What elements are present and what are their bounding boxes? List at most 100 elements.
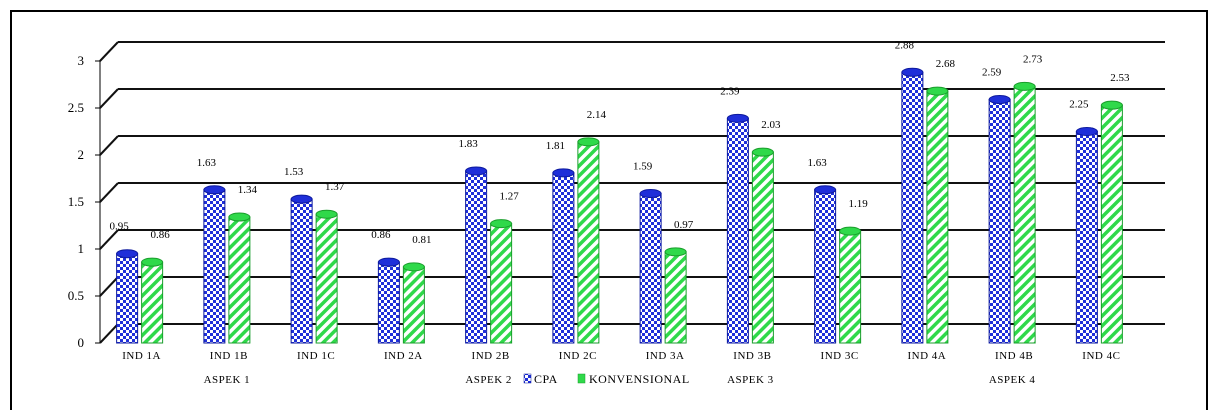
gridline-depth	[99, 182, 119, 203]
bar-cap	[141, 257, 164, 267]
x-tick-label: IND 1A	[122, 350, 161, 362]
bar-cap	[639, 189, 662, 199]
bar-body	[116, 253, 139, 344]
bar-konvensional	[1100, 100, 1123, 344]
data-label: 2.59	[982, 67, 1002, 79]
y-tick-label: 2.5	[68, 100, 84, 115]
x-tick-label: IND 2A	[384, 350, 423, 362]
bar-body	[1013, 85, 1036, 344]
bar-body	[664, 251, 687, 344]
data-label: 2.53	[1110, 72, 1130, 84]
bar-cap	[1100, 100, 1123, 110]
group-label: ASPEK 1	[204, 374, 251, 386]
group-label: ASPEK 4	[989, 374, 1036, 386]
bar-cpa	[988, 95, 1011, 344]
bar-konvensional	[402, 262, 425, 344]
x-tick-label: IND 3B	[733, 350, 771, 362]
data-label: 2.88	[895, 39, 915, 51]
bar-body	[290, 198, 313, 344]
bar-body	[552, 172, 575, 344]
bar-cap	[839, 226, 862, 236]
x-tick-label: IND 1C	[297, 350, 335, 362]
data-label: 1.63	[808, 157, 828, 169]
bar-cap	[203, 185, 226, 195]
bar-cap	[901, 67, 924, 77]
bar-cap	[377, 257, 400, 267]
x-tick-label: IND 4A	[908, 350, 947, 362]
x-tick-label: IND 4C	[1082, 350, 1120, 362]
legend-label-konvensional: KONVENSIONAL	[589, 372, 690, 386]
bar-cpa	[552, 168, 575, 344]
data-label: 0.81	[412, 234, 431, 246]
y-tick-label: 0	[78, 335, 85, 350]
bar-body	[228, 216, 251, 344]
bar-cpa	[465, 166, 488, 344]
data-label: 2.25	[1069, 99, 1089, 111]
bar-konvensional	[751, 147, 774, 344]
bar-body	[926, 90, 949, 344]
bar-cap	[116, 249, 139, 259]
bar-cap	[726, 113, 749, 123]
bar-cpa	[116, 249, 139, 344]
data-label: 0.97	[674, 219, 694, 231]
data-label: 1.59	[633, 161, 653, 173]
bar-cpa	[290, 194, 313, 344]
data-label: 0.86	[151, 229, 171, 241]
legend-swatch-cpa	[523, 373, 532, 384]
bar-body	[490, 223, 513, 344]
bar-cap	[552, 168, 575, 178]
chart-frame	[10, 10, 1208, 410]
bar-body	[402, 266, 425, 344]
bar-konvensional	[839, 226, 862, 344]
y-tick-label: 1.5	[68, 194, 84, 209]
x-tick-label: IND 2B	[472, 350, 510, 362]
data-label: 2.14	[587, 109, 607, 121]
bar-cpa	[203, 185, 226, 344]
gridline-depth	[99, 135, 119, 156]
x-tick-label: IND 4B	[995, 350, 1033, 362]
data-label: 1.63	[197, 157, 217, 169]
gridline-depth	[99, 41, 119, 62]
legend-swatch-konvensional	[577, 373, 586, 384]
data-label: 2.68	[936, 58, 956, 70]
bar-body	[315, 213, 338, 344]
data-label: 1.81	[546, 140, 565, 152]
bar-cap	[228, 212, 251, 222]
bar-body	[901, 71, 924, 344]
y-tick-label: 2	[78, 147, 85, 162]
bar-body	[577, 141, 600, 344]
bar-cpa	[814, 185, 837, 344]
bar-konvensional	[664, 247, 687, 344]
bar-cap	[988, 95, 1011, 105]
x-tick-label: IND 3C	[821, 350, 859, 362]
x-tick-label: IND 2C	[559, 350, 597, 362]
bar-cap	[290, 194, 313, 204]
data-label: 2.03	[761, 119, 781, 131]
gridline-depth	[99, 88, 119, 109]
y-tick-label: 1	[78, 241, 85, 256]
bar-cap	[1075, 127, 1098, 136]
data-label: 1.83	[459, 138, 479, 150]
bar-konvensional	[228, 212, 251, 344]
data-label: 0.95	[110, 221, 130, 233]
x-tick-label: IND 3A	[646, 350, 685, 362]
bar-konvensional	[577, 137, 600, 344]
bar-body	[814, 189, 837, 344]
y-tick-label: 3	[78, 53, 85, 68]
bar-body	[988, 99, 1011, 344]
bar-cap	[926, 86, 949, 96]
bar-cap	[751, 147, 774, 157]
bar-body	[1075, 131, 1098, 344]
gridline-depth	[99, 229, 119, 250]
bar-body	[465, 170, 488, 344]
bar-body	[203, 189, 226, 344]
bar-cap	[1013, 81, 1036, 91]
bar-konvensional	[926, 86, 949, 344]
bar-konvensional	[315, 209, 338, 344]
bar-cap	[465, 166, 488, 176]
data-label: 1.19	[849, 198, 869, 210]
bar-body	[839, 230, 862, 344]
data-label: 0.86	[371, 229, 391, 241]
bar-body	[377, 261, 400, 344]
